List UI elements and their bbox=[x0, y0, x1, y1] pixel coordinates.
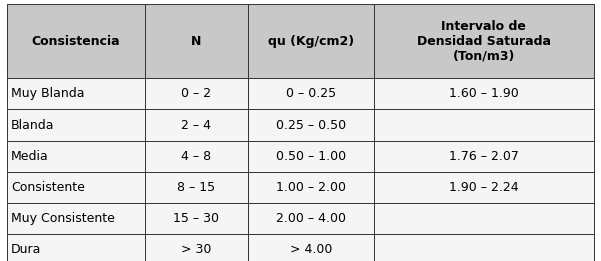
Bar bbox=[145, 172, 248, 203]
Text: Blanda: Blanda bbox=[11, 118, 54, 132]
Bar bbox=[145, 110, 248, 141]
Bar bbox=[7, 172, 145, 203]
Bar bbox=[374, 141, 594, 172]
Text: Media: Media bbox=[11, 150, 49, 163]
Text: Consistente: Consistente bbox=[11, 181, 85, 194]
Text: 0 – 2: 0 – 2 bbox=[182, 87, 212, 100]
Bar bbox=[7, 110, 145, 141]
Text: 1.76 – 2.07: 1.76 – 2.07 bbox=[449, 150, 519, 163]
Bar bbox=[374, 78, 594, 110]
Bar bbox=[145, 141, 248, 172]
Bar bbox=[7, 203, 145, 234]
Bar bbox=[374, 4, 594, 78]
Text: 0.25 – 0.50: 0.25 – 0.50 bbox=[276, 118, 346, 132]
Bar bbox=[248, 172, 374, 203]
Text: Consistencia: Consistencia bbox=[32, 35, 120, 48]
Bar bbox=[7, 78, 145, 110]
Bar bbox=[374, 172, 594, 203]
Text: Muy Blanda: Muy Blanda bbox=[11, 87, 84, 100]
Bar bbox=[248, 4, 374, 78]
Text: 4 – 8: 4 – 8 bbox=[182, 150, 212, 163]
Bar bbox=[374, 234, 594, 261]
Text: 1.60 – 1.90: 1.60 – 1.90 bbox=[449, 87, 519, 100]
Text: > 4.00: > 4.00 bbox=[290, 243, 332, 256]
Bar bbox=[7, 141, 145, 172]
Bar bbox=[248, 141, 374, 172]
Text: 2.00 – 4.00: 2.00 – 4.00 bbox=[276, 212, 346, 225]
Text: 15 – 30: 15 – 30 bbox=[173, 212, 219, 225]
Text: 1.90 – 2.24: 1.90 – 2.24 bbox=[449, 181, 519, 194]
Text: > 30: > 30 bbox=[181, 243, 212, 256]
Bar bbox=[248, 234, 374, 261]
Text: Muy Consistente: Muy Consistente bbox=[11, 212, 115, 225]
Bar bbox=[248, 78, 374, 110]
Text: 0.50 – 1.00: 0.50 – 1.00 bbox=[276, 150, 346, 163]
Text: N: N bbox=[191, 35, 201, 48]
Bar bbox=[248, 203, 374, 234]
Bar bbox=[145, 203, 248, 234]
Text: Intervalo de
Densidad Saturada
(Ton/m3): Intervalo de Densidad Saturada (Ton/m3) bbox=[417, 20, 551, 63]
Bar bbox=[145, 234, 248, 261]
Text: 1.00 – 2.00: 1.00 – 2.00 bbox=[276, 181, 346, 194]
Text: qu (Kg/cm2): qu (Kg/cm2) bbox=[267, 35, 354, 48]
Bar bbox=[7, 4, 145, 78]
Text: Dura: Dura bbox=[11, 243, 41, 256]
Bar bbox=[145, 78, 248, 110]
Bar bbox=[374, 110, 594, 141]
Text: 8 – 15: 8 – 15 bbox=[177, 181, 215, 194]
Text: 0 – 0.25: 0 – 0.25 bbox=[285, 87, 336, 100]
Bar bbox=[7, 234, 145, 261]
Bar bbox=[145, 4, 248, 78]
Bar bbox=[374, 203, 594, 234]
Text: 2 – 4: 2 – 4 bbox=[182, 118, 212, 132]
Bar bbox=[248, 110, 374, 141]
